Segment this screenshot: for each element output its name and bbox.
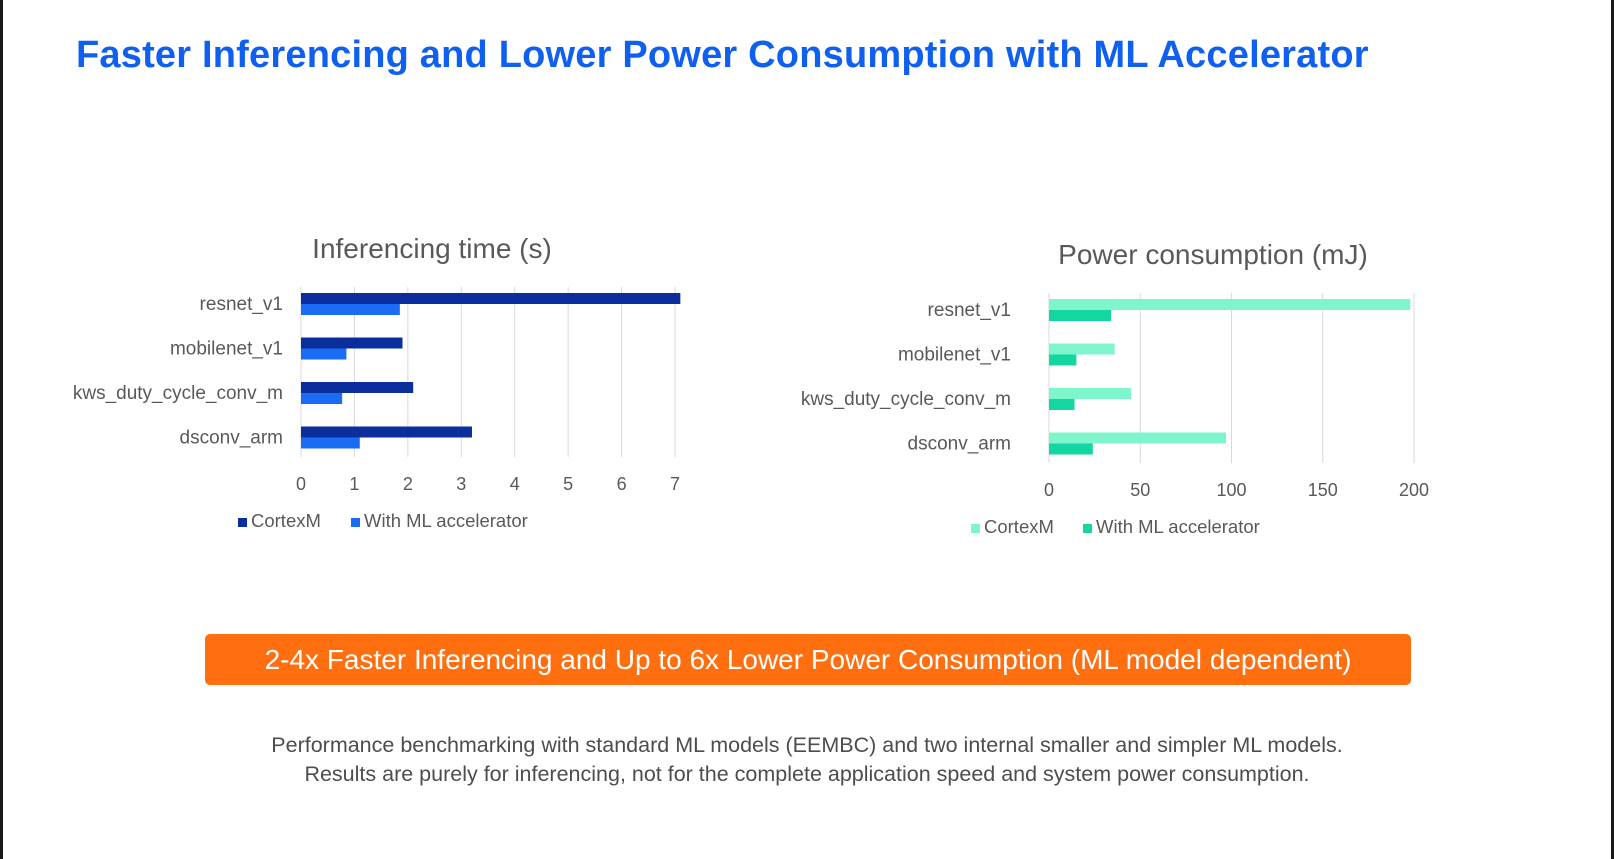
bar-ml-accelerator [301, 393, 343, 404]
bar-ml-accelerator [1049, 354, 1077, 366]
legend-swatch [351, 518, 360, 527]
bar-cortexm [1049, 432, 1227, 444]
tick-label: 5 [563, 474, 573, 494]
tick-label: 2 [403, 474, 413, 494]
category-label: mobilenet_v1 [170, 339, 283, 360]
tick-label: 150 [1308, 480, 1338, 500]
bar-cortexm [301, 337, 403, 349]
bar-cortexm [301, 293, 681, 304]
bar-cortexm [1049, 388, 1132, 399]
tick-label: 4 [510, 474, 520, 494]
category-label: kws_duty_cycle_conv_m [801, 389, 1011, 410]
tick-label: 3 [456, 474, 466, 494]
bar-ml-accelerator [1049, 443, 1093, 455]
tick-label: 200 [1399, 480, 1429, 500]
legend-label: With ML accelerator [1096, 516, 1260, 537]
bar-ml-accelerator [1049, 399, 1075, 410]
frame-left-edge [0, 0, 3, 859]
tick-label: 6 [617, 474, 627, 494]
category-label: resnet_v1 [928, 300, 1011, 321]
summary-banner: 2-4x Faster Inferencing and Up to 6x Low… [205, 634, 1411, 685]
category-label: resnet_v1 [200, 294, 283, 315]
power-consumption-chart: Power consumption (mJ) 0 50 100 150 200 resnet… [790, 228, 1510, 568]
tick-label: 0 [1044, 480, 1054, 500]
tick-label: 0 [296, 474, 306, 494]
bar-ml-accelerator [1049, 310, 1112, 321]
category-label: mobilenet_v1 [898, 345, 1011, 366]
legend-swatch [1083, 524, 1092, 533]
chart-title: Inferencing time (s) [312, 233, 552, 264]
chart-svg: Power consumption (mJ) 0 50 100 150 200 resnet… [801, 239, 1429, 537]
frame-right-edge [1611, 0, 1614, 859]
bar-cortexm [301, 426, 472, 438]
tick-label: 100 [1216, 480, 1246, 500]
slide-title: Faster Inferencing and Lower Power Consu… [76, 34, 1369, 76]
chart-title: Power consumption (mJ) [1058, 239, 1368, 270]
chart-svg: Inferencing time (s) 0 1 2 3 4 5 6 7 resnet_v1mob… [73, 233, 681, 531]
tick-label: 1 [349, 474, 359, 494]
tick-label: 50 [1130, 480, 1150, 500]
bar-ml-accelerator [301, 348, 347, 360]
tick-label: 7 [670, 474, 680, 494]
bar-ml-accelerator [301, 437, 360, 449]
category-label: dsconv_arm [180, 428, 284, 449]
bar-cortexm [301, 382, 414, 393]
category-label: dsconv_arm [908, 434, 1012, 455]
bar-cortexm [1049, 299, 1411, 310]
legend-label: CortexM [251, 510, 321, 531]
footnote-line-1: Performance benchmarking with standard M… [271, 733, 1343, 757]
bar-ml-accelerator [301, 304, 400, 315]
category-label: kws_duty_cycle_conv_m [73, 383, 283, 404]
legend-label: CortexM [984, 516, 1054, 537]
legend-swatch [238, 518, 247, 527]
bar-cortexm [1049, 343, 1115, 355]
legend-label: With ML accelerator [364, 510, 528, 531]
footnote-line-2: Results are purely for inferencing, not … [304, 762, 1310, 786]
legend-swatch [971, 524, 980, 533]
